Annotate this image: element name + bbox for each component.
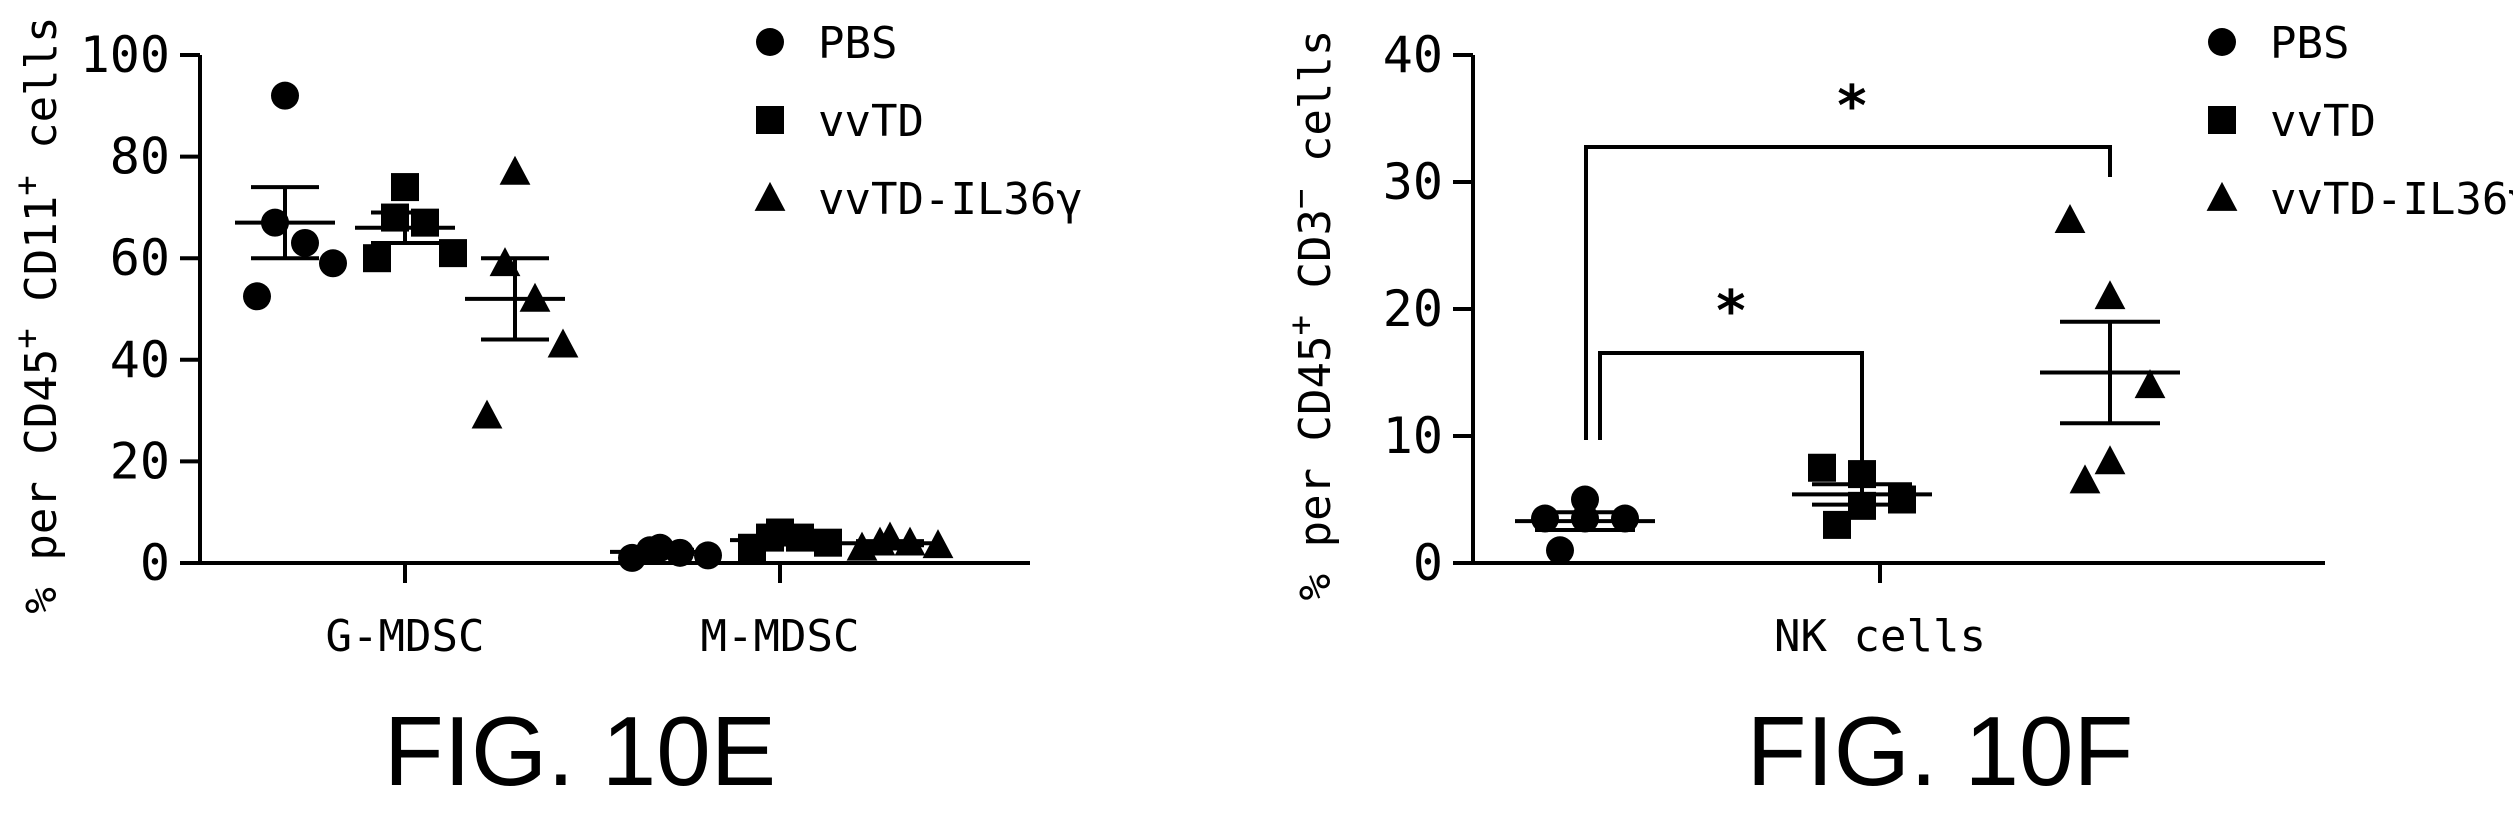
mean-sem-bars: [1515, 319, 2180, 532]
legend: PBS vvTD vvTD-IL36γ: [754, 18, 1083, 225]
significance-brackets: **: [1584, 74, 2112, 473]
y-tick-label: 100: [80, 26, 170, 84]
y-tick-labels: 0 10 20 30 40: [1383, 26, 1443, 592]
y-tick-label: 20: [110, 432, 170, 490]
data-point: [2134, 369, 2166, 399]
data-point: [271, 81, 299, 110]
data-point: [291, 228, 319, 257]
data-point: [499, 155, 531, 185]
significance-star: *: [1714, 279, 1748, 344]
y-tick-label: 20: [1383, 280, 1443, 338]
data-point: [1823, 510, 1851, 539]
data-point: [1546, 536, 1574, 565]
significance-star: *: [1835, 74, 1869, 139]
y-tick-label: 80: [110, 128, 170, 186]
mean-sem-bars: [235, 185, 940, 556]
legend-label: vvTD-IL36γ: [2270, 174, 2513, 225]
legend-marker: [2208, 28, 2236, 56]
data-point: [1888, 485, 1916, 514]
data-points: [243, 81, 954, 572]
data-point: [1808, 453, 1836, 482]
data-point: [547, 328, 579, 358]
y-tick-label: 40: [1383, 26, 1443, 84]
legend-label: vvTD: [818, 96, 924, 147]
data-point: [2054, 204, 2086, 233]
x-category-label: G-MDSC: [326, 611, 485, 662]
data-point: [439, 239, 467, 268]
chart-panel-10e: 0 20 40 60 80 100 G-MDSC M-MDSC % per CD45+ CD…: [7, 16, 1083, 806]
legend-label: vvTD: [2270, 96, 2376, 147]
data-point: [319, 249, 347, 278]
data-point: [814, 528, 842, 557]
data-point: [2094, 280, 2126, 310]
data-point: [2069, 464, 2101, 494]
data-point: [489, 247, 521, 277]
y-axis-title: % per CD45+ CD3− cells: [1281, 30, 1341, 601]
data-point: [471, 399, 503, 429]
x-category-labels: NK cells: [1774, 611, 1986, 662]
legend-label: vvTD-IL36γ: [818, 174, 1083, 225]
legend-marker: [756, 106, 784, 134]
y-axis-title: % per CD45+ CD11+ cells: [7, 16, 67, 613]
chart-axes: [1453, 53, 2325, 583]
legend: PBS vvTD vvTD-IL36γ: [2206, 18, 2513, 225]
bracket-inner: [1598, 351, 1864, 473]
data-point: [363, 244, 391, 273]
y-tick-label: 40: [110, 331, 170, 389]
legend-marker: [756, 28, 784, 56]
legend-label: PBS: [818, 18, 897, 69]
x-category-labels: G-MDSC M-MDSC: [326, 611, 860, 662]
data-point: [694, 541, 722, 570]
legend-marker: [2208, 106, 2236, 134]
y-tick-label: 30: [1383, 153, 1443, 211]
bracket-outer: [1584, 145, 2112, 440]
legend-marker: [754, 181, 786, 211]
data-point: [2094, 445, 2126, 475]
data-point: [243, 282, 271, 311]
figure-title: FIG. 10F: [1747, 696, 2134, 806]
legend-label: PBS: [2270, 18, 2349, 69]
y-tick-label: 0: [140, 534, 170, 592]
data-point: [391, 173, 419, 202]
y-tick-labels: 0 20 40 60 80 100: [80, 26, 170, 592]
x-category-label: NK cells: [1774, 611, 1986, 662]
legend-marker: [2206, 181, 2238, 211]
y-tick-label: 10: [1383, 407, 1443, 465]
figure-title: FIG. 10E: [384, 696, 776, 806]
y-tick-label: 0: [1413, 534, 1443, 592]
y-tick-label: 60: [110, 229, 170, 287]
chart-axes: [180, 53, 1030, 583]
x-category-label: M-MDSC: [701, 611, 860, 662]
